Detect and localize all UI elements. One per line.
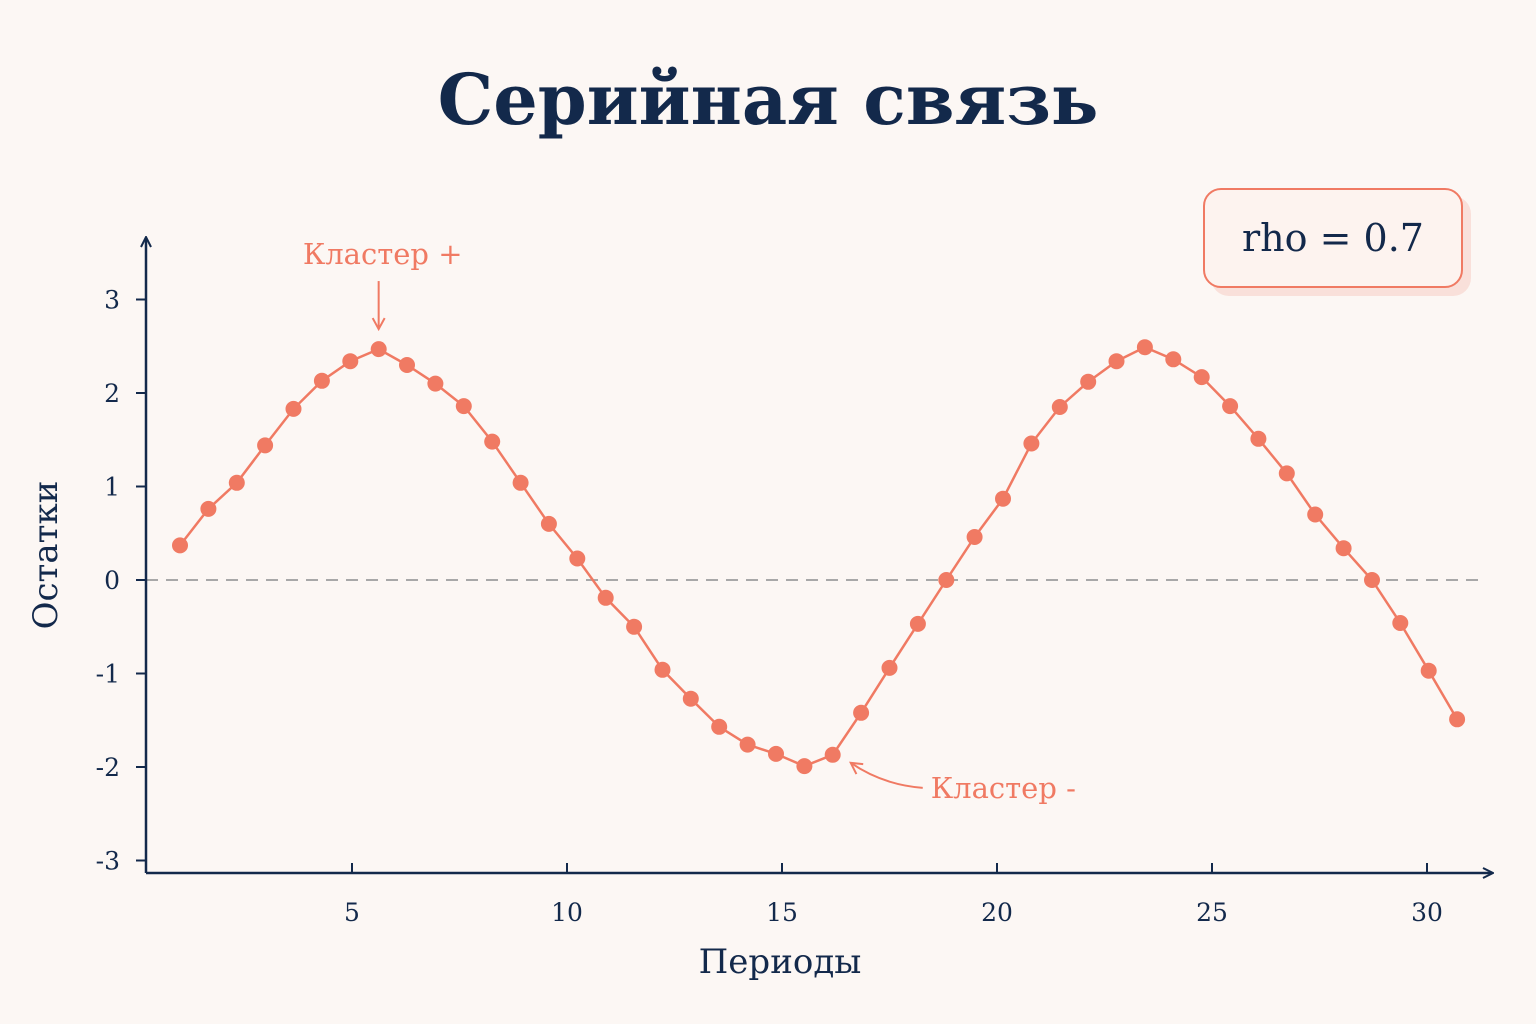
data-point: [626, 618, 643, 635]
annotation-arrow-minus: [851, 763, 923, 789]
data-point: [1193, 369, 1210, 386]
x-tick-label: 25: [1196, 898, 1228, 927]
data-point: [370, 341, 387, 358]
data-point: [768, 745, 784, 762]
y-tick-label: 3: [104, 286, 120, 315]
x-tick-label: 20: [981, 898, 1013, 927]
y-tick-label: 0: [104, 566, 120, 595]
data-point: [739, 736, 756, 753]
y-axis-label: Остатки: [26, 481, 66, 630]
annotations: Кластер + Кластер -: [303, 237, 1076, 805]
data-point: [597, 589, 614, 606]
data-point: [399, 357, 415, 373]
x-tick-label: 5: [344, 898, 360, 927]
data-point: [966, 529, 983, 545]
data-point: [228, 474, 245, 491]
data-point: [313, 372, 330, 389]
data-point: [1051, 399, 1068, 415]
data-point: [1108, 353, 1125, 370]
data-point: [824, 746, 841, 763]
annotation-cluster-plus: Кластер +: [303, 237, 463, 271]
data-point: [1392, 615, 1409, 631]
y-tick-label: -1: [96, 660, 120, 689]
data-point: [427, 375, 444, 392]
annotation-cluster-minus: Кластер -: [931, 771, 1076, 805]
data-point: [172, 537, 188, 554]
y-tick-label: 1: [104, 473, 120, 502]
data-point: [285, 400, 302, 417]
y-ticks: -3 -2 -1 0 1 2 3: [96, 286, 146, 876]
data-point: [1364, 572, 1380, 588]
x-tick-label: 15: [766, 898, 798, 927]
data-point: [1449, 711, 1466, 728]
data-point: [455, 398, 472, 415]
y-tick-label: -3: [96, 847, 120, 876]
x-ticks: 5 10 15 20 25 30: [344, 863, 1443, 927]
data-point: [1335, 540, 1352, 557]
data-point: [540, 515, 557, 532]
data-point: [1080, 373, 1097, 390]
data-point: [257, 437, 274, 454]
data-point: [881, 659, 898, 676]
y-tick-label: -2: [96, 753, 120, 782]
data-point: [796, 758, 813, 775]
data-point: [1420, 662, 1437, 679]
data-point: [654, 661, 671, 678]
data-point: [1023, 435, 1040, 452]
rho-badge: rho = 0.7: [1203, 188, 1463, 288]
data-point: [853, 704, 870, 721]
x-tick-label: 30: [1411, 898, 1443, 927]
x-tick-label: 10: [551, 898, 583, 927]
data-point: [1222, 398, 1239, 415]
data-point: [1278, 465, 1295, 482]
data-point: [995, 490, 1011, 507]
x-axis-label: Периоды: [699, 942, 862, 982]
data-point: [711, 718, 728, 735]
data-point: [909, 615, 926, 632]
series-line: [179, 345, 1459, 768]
data-point: [569, 550, 586, 567]
data-point: [484, 433, 501, 450]
chart-title: Серийная связь: [437, 58, 1099, 141]
y-tick-label: 2: [104, 379, 120, 408]
data-point: [200, 500, 217, 517]
data-point: [938, 572, 955, 588]
data-point: [342, 353, 359, 370]
data-point: [1165, 351, 1182, 368]
data-point: [1307, 506, 1324, 523]
series-points: [172, 339, 1466, 775]
data-point: [512, 474, 529, 491]
data-point: [682, 690, 699, 707]
data-point: [1136, 339, 1153, 356]
data-point: [1250, 430, 1267, 447]
